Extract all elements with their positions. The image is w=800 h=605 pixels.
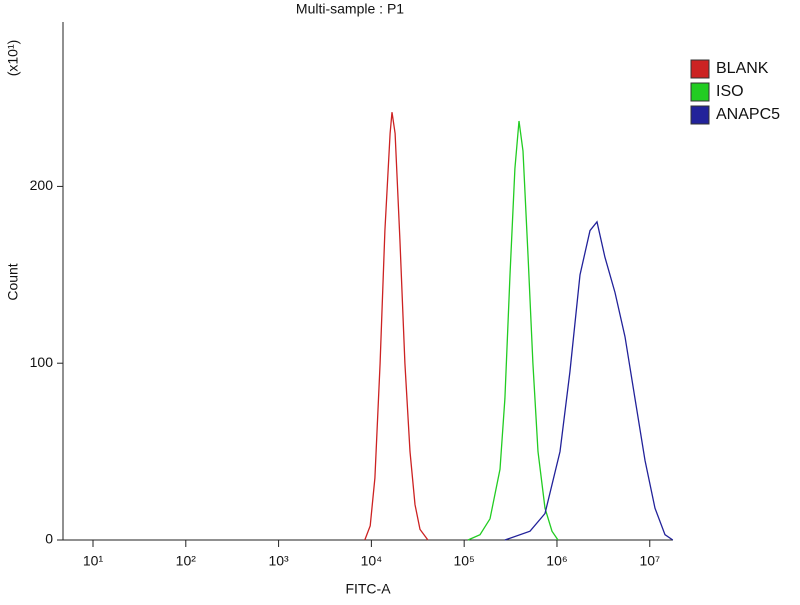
- y-tick-label: 0: [45, 531, 53, 547]
- x-tick-label: 10²: [176, 553, 197, 569]
- x-tick-label: 10⁷: [639, 553, 660, 569]
- legend-swatch: [690, 59, 710, 79]
- x-tick-label: 10⁵: [453, 553, 474, 569]
- legend-swatch: [690, 105, 710, 125]
- y-tick-label: 200: [30, 177, 54, 193]
- x-tick-label: 10⁴: [361, 553, 383, 569]
- legend-label: BLANK: [716, 60, 769, 77]
- legend-label: ANAPC5: [716, 106, 780, 123]
- x-axis-label: FITC-A: [345, 581, 391, 597]
- x-tick-label: 10³: [268, 553, 289, 569]
- chart-title: Multi-sample : P1: [296, 1, 404, 17]
- x-tick-label: 10¹: [83, 553, 104, 569]
- legend-swatch: [690, 82, 710, 102]
- y-tick-label: 100: [30, 354, 54, 370]
- y-axis-label: Count: [5, 263, 21, 300]
- y-multiplier: (x10¹): [5, 40, 21, 77]
- x-tick-label: 10⁶: [546, 553, 567, 569]
- legend-label: ISO: [716, 83, 744, 100]
- series-line: [364, 112, 429, 541]
- series-line: [467, 120, 559, 541]
- series-line: [504, 220, 674, 541]
